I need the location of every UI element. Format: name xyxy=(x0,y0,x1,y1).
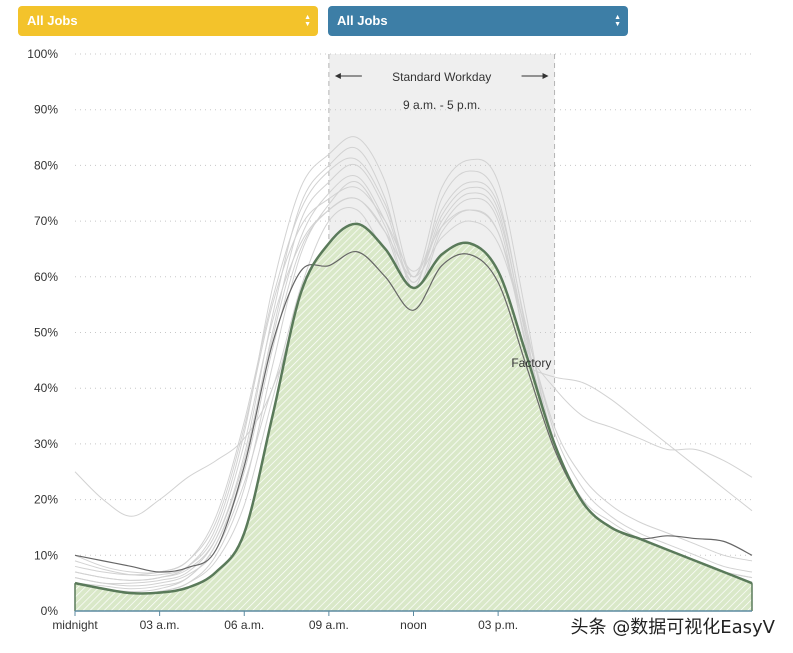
factory-series-line xyxy=(74,222,753,595)
y-tick-label: 70% xyxy=(34,214,58,228)
y-tick-label: 20% xyxy=(34,493,58,507)
y-tick-label: 0% xyxy=(41,604,59,618)
y-tick-label: 100% xyxy=(27,47,58,61)
y-tick-label: 40% xyxy=(34,381,58,395)
workday-hours-label: 9 a.m. - 5 p.m. xyxy=(403,98,480,112)
arrow-left-icon xyxy=(334,73,341,79)
x-tick-label: midnight xyxy=(52,618,98,632)
y-tick-label: 50% xyxy=(34,326,58,340)
background-series-line xyxy=(74,186,753,574)
arrow-right-icon xyxy=(542,73,549,79)
workday-label: Standard Workday xyxy=(392,70,491,84)
x-tick-label: 09 a.m. xyxy=(309,618,349,632)
select-caret-icon: ▲ ▼ xyxy=(304,14,311,28)
job-select-left[interactable]: All Jobs ▲ ▼ xyxy=(18,6,318,36)
factory-area xyxy=(75,223,752,611)
job-select-right-value: All Jobs xyxy=(337,13,388,28)
factory-series-label: Factory xyxy=(511,356,551,370)
y-tick-label: 60% xyxy=(34,270,58,284)
x-tick-label: 06 a.m. xyxy=(224,618,264,632)
job-select-left-value: All Jobs xyxy=(27,13,78,28)
y-tick-label: 80% xyxy=(34,158,58,172)
y-tick-label: 10% xyxy=(34,548,58,562)
x-tick-label: noon xyxy=(400,618,427,632)
watermark: 头条 @数据可视化EasyV xyxy=(570,617,775,638)
y-tick-label: 90% xyxy=(34,103,58,117)
background-series-line xyxy=(74,197,753,577)
x-tick-label: 03 p.m. xyxy=(478,618,518,632)
job-select-right[interactable]: All Jobs ▲ ▼ xyxy=(328,6,628,36)
x-tick-label: 03 a.m. xyxy=(140,618,180,632)
select-caret-icon: ▲ ▼ xyxy=(614,14,621,28)
y-tick-label: 30% xyxy=(34,437,58,451)
